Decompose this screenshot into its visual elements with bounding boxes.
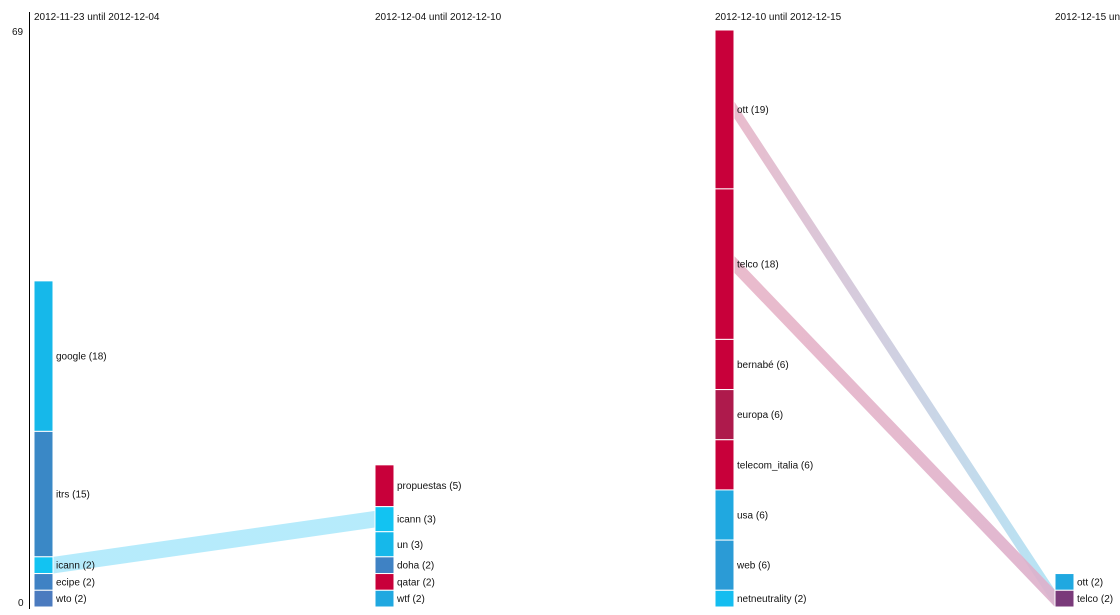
topic-label-ecipe: ecipe (2) (56, 577, 95, 588)
topic-bar-telco[interactable] (714, 188, 735, 340)
topic-bar-wtf[interactable] (374, 589, 395, 608)
topic-label-ott: ott (19) (737, 105, 769, 116)
topic-bar-doha[interactable] (374, 556, 395, 575)
topic-bar-wto[interactable] (33, 589, 54, 608)
y-axis-min-label: 0 (18, 598, 24, 609)
topic-bar-google[interactable] (33, 280, 54, 432)
topic-label-icann: icann (2) (56, 561, 95, 572)
topic-bar-netneutrality[interactable] (714, 589, 735, 608)
y-axis-max-label: 69 (12, 27, 24, 38)
period-column: 2012-12-15 until ott (2) telco (2) (1054, 12, 1120, 608)
topic-label-google: google (18) (56, 352, 107, 363)
y-axis: 69 0 (12, 12, 30, 609)
period-column: 2012-11-23 until 2012-12-04 google (18) it… (33, 12, 160, 608)
topic-label-doha: doha (2) (397, 561, 434, 572)
topic-bar-web[interactable] (714, 539, 735, 591)
topic-label-itrs: itrs (15) (56, 490, 90, 501)
topic-links (53, 101, 1055, 608)
topic-label-web: web (6) (736, 561, 770, 572)
period-label: 2012-12-15 until (1055, 12, 1120, 23)
topic-label-qatar: qatar (2) (397, 577, 435, 588)
topic-label-telco: telco (18) (737, 260, 779, 271)
topic-bar-europa[interactable] (714, 389, 735, 441)
topic-link-telco-to-telco (734, 255, 1055, 608)
topic-label-telecom-italia: telecom_italia (6) (737, 460, 813, 471)
topic-label-usa: usa (6) (737, 511, 768, 522)
topic-bar-telco[interactable] (1054, 589, 1075, 608)
topic-label-icann: icann (3) (397, 515, 436, 526)
topic-bar-usa[interactable] (714, 489, 735, 541)
topic-bar-icann[interactable] (374, 506, 395, 533)
topic-bar-bernabe[interactable] (714, 338, 735, 391)
period-label: 2012-12-10 until 2012-12-15 (715, 12, 842, 23)
topic-bar-ott[interactable] (714, 29, 735, 190)
topic-bar-propuestas[interactable] (374, 464, 395, 508)
topic-link-icann-to-icann (53, 510, 375, 574)
topic-bar-ecipe[interactable] (33, 573, 54, 591)
topic-bar-itrs[interactable] (33, 430, 54, 558)
topic-label-telco: telco (2) (1077, 594, 1113, 605)
period-label: 2012-12-04 until 2012-12-10 (375, 12, 502, 23)
topic-link-ott-to-telco (734, 101, 1055, 607)
topic-label-wto: wto (2) (55, 594, 87, 605)
topic-bar-qatar[interactable] (374, 573, 395, 591)
topic-label-bernabe: bernabé (6) (737, 360, 789, 371)
topic-bar-un[interactable] (374, 531, 395, 558)
topic-label-un: un (3) (397, 540, 423, 551)
topic-label-ott: ott (2) (1077, 577, 1103, 588)
period-column: 2012-12-04 until 2012-12-10 propuestas (5… (374, 12, 502, 608)
topic-label-wtf: wtf (2) (396, 594, 425, 605)
period-column: 2012-12-10 until 2012-12-15 ott (19) telco… (714, 12, 842, 608)
periods: 2012-11-23 until 2012-12-04 google (18) it… (33, 12, 1120, 608)
topic-label-propuestas: propuestas (5) (397, 481, 461, 492)
period-label: 2012-11-23 until 2012-12-04 (34, 12, 160, 23)
topic-label-europa: europa (6) (737, 410, 783, 421)
topic-label-netneutrality: netneutrality (2) (737, 594, 806, 605)
topic-bar-telecom-italia[interactable] (714, 439, 735, 491)
topic-bar-ott[interactable] (1054, 573, 1075, 591)
topic-bar-icann[interactable] (33, 556, 54, 575)
